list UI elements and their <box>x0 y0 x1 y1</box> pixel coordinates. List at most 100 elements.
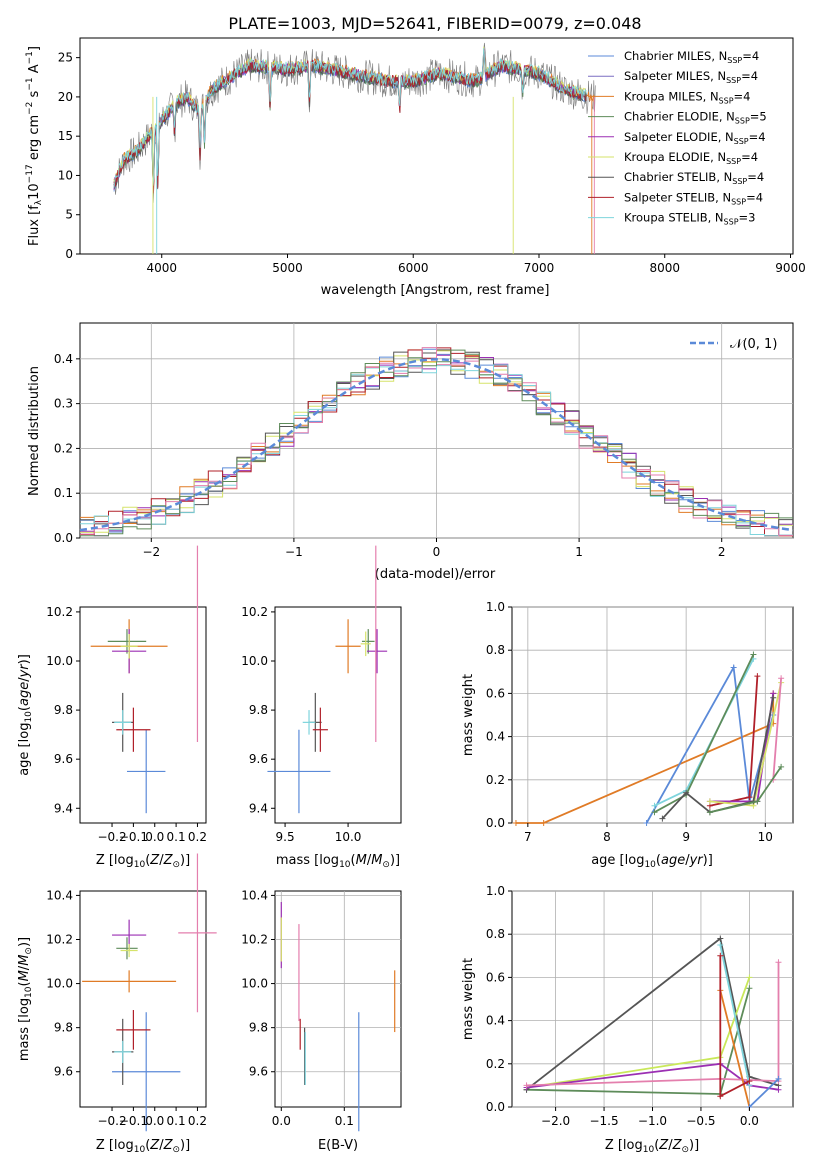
z-weight-line <box>526 977 751 1089</box>
legend-label: Salpeter ELODIE, NSSP=4 <box>624 130 766 146</box>
residual-histogram-step <box>80 347 793 536</box>
y-tick-label: 1.0 <box>486 884 505 898</box>
z-age-frame <box>79 606 207 824</box>
x-tick-label: −0.5 <box>686 1114 715 1128</box>
spectrum-lines <box>113 42 596 254</box>
age-weight-marker <box>754 673 761 680</box>
legend-label: Salpeter STELIB, NSSP=4 <box>624 190 763 206</box>
figure-title: PLATE=1003, MJD=52641, FIBERID=0079, z=0… <box>228 14 641 33</box>
x-tick-label: −0.2 <box>97 830 126 844</box>
z-weight-line <box>526 1062 779 1091</box>
x-tick-label: 4000 <box>146 261 177 275</box>
age-weight-marker <box>778 675 785 682</box>
y-tick-label: 0.1 <box>54 486 73 500</box>
age-weight-marker <box>659 815 666 822</box>
y-tick-label: 0.3 <box>54 397 73 411</box>
age-weight-marker <box>651 809 658 816</box>
z-weight-line <box>719 990 751 1108</box>
z-mass-panel: −0.2−0.10.0 0.1 0.2 9.6 9.8 10.0 10.2 10.4 Z [l… <box>17 853 217 1155</box>
age-weight-marker <box>770 694 777 701</box>
y-tick-label: 0.8 <box>486 927 505 941</box>
z-weight-marker <box>746 974 753 981</box>
age-weight-grid <box>512 606 793 824</box>
mass-age-points <box>267 545 388 814</box>
age-weight-ticks: 7 8 9 10 0.0 0.2 0.4 0.6 0.8 1.0 <box>486 600 773 844</box>
z-weight-ylabel: mass weight <box>461 958 476 1040</box>
x-tick-label: 9.5 <box>276 830 295 844</box>
x-tick-label: 2 <box>718 545 726 559</box>
legend-label: Chabrier ELODIE, NSSP=5 <box>624 110 767 126</box>
z-weight-line <box>719 944 751 1086</box>
x-tick-label: 0.2 <box>188 1114 207 1128</box>
normal-legend-label: 𝒩(0, 1) <box>730 337 777 352</box>
x-tick-label: 0.0 <box>740 1114 759 1128</box>
age-weight-marker <box>754 798 761 805</box>
z-mass-frame <box>79 890 207 1108</box>
age-weight-marker <box>512 820 519 826</box>
y-tick-label: 9.6 <box>54 1065 73 1079</box>
y-tick-label: 9.6 <box>249 752 268 766</box>
histogram-steps <box>79 347 794 537</box>
y-tick-label: 10.0 <box>241 654 268 668</box>
x-tick-label: 5000 <box>272 261 303 275</box>
histogram-panel: −2 −1 0 1 2 0.0 0.1 0.2 0.3 0.4 𝒩(0, 1) (data-mod… <box>27 322 794 582</box>
age-weight-line <box>516 693 775 824</box>
age-weight-marker <box>706 809 713 816</box>
z-weight-xlabel: Z [log10(Z/Z⊙)] <box>605 1138 699 1155</box>
y-tick-label: 0.0 <box>486 816 505 830</box>
spectrum-xlabel: wavelength [Angstrom, rest frame] <box>321 283 550 298</box>
z-weight-marker <box>775 1075 782 1082</box>
age-weight-marker <box>750 651 757 658</box>
ebv-xlabel: E(B-V) <box>318 1138 358 1153</box>
y-tick-label: 0.6 <box>486 970 505 984</box>
normal-curve <box>79 358 794 532</box>
z-mass-ylabel: mass [log10(M/M⊙)] <box>17 937 34 1061</box>
y-tick-label: 10 <box>58 168 73 182</box>
z-weight-marker <box>775 1086 782 1093</box>
legend-label: Chabrier MILES, NSSP=4 <box>624 49 759 65</box>
z-weight-marker <box>775 959 782 966</box>
histogram-ylabel: Normed distribution <box>27 366 42 496</box>
z-age-panel: −0.2−0.10.0 0.1 0.2 9.4 9.6 9.8 10.0 10.2 Z [lo… <box>17 545 207 870</box>
age-weight-marker <box>643 820 650 826</box>
z-age-xlabel: Z [log10(Z/Z⊙)] <box>96 853 190 870</box>
legend-label: Kroupa MILES, NSSP=4 <box>624 89 750 105</box>
age-weight-xlabel: age [log10(age/yr)] <box>591 853 713 870</box>
y-tick-label: 9.4 <box>54 801 73 815</box>
z-weight-line <box>748 1078 780 1108</box>
age-weight-marker <box>778 763 785 770</box>
z-age-points <box>90 545 199 814</box>
x-tick-label: 6000 <box>398 261 429 275</box>
spectrum-ticks: 4000 5000 6000 7000 8000 9000 0 5 10 15 20 25 <box>58 51 806 275</box>
legend-label: Kroupa ELODIE, NSSP=4 <box>624 150 758 166</box>
x-tick-label: 0.0 <box>145 1114 164 1128</box>
z-age-ticks: −0.2−0.10.0 0.1 0.2 9.4 9.6 9.8 10.0 10.2 <box>46 605 207 844</box>
y-tick-label: 9.6 <box>249 1065 268 1079</box>
x-tick-label: −0.1 <box>119 830 148 844</box>
age-weight-marker <box>540 820 547 826</box>
model-spectrum-line <box>113 46 587 188</box>
x-tick-label: 0.1 <box>167 1114 186 1128</box>
y-tick-label: 0.2 <box>486 773 505 787</box>
x-tick-label: −2.0 <box>541 1114 570 1128</box>
x-tick-label: 0.1 <box>335 1114 354 1128</box>
age-weight-line <box>709 682 782 807</box>
x-tick-label: −1.0 <box>638 1114 667 1128</box>
x-tick-label: 0 <box>433 545 441 559</box>
x-tick-label: 1 <box>575 545 583 559</box>
z-mass-points <box>82 853 217 1132</box>
ebv-mass-frame <box>274 890 402 1108</box>
legend-label: Kroupa STELIB, NSSP=3 <box>624 211 755 227</box>
age-weight-line <box>654 654 755 813</box>
age-weight-ylabel: mass weight <box>461 674 476 756</box>
observed-spectrum-line <box>113 42 596 203</box>
x-tick-label: 10.0 <box>335 830 362 844</box>
y-tick-label: 10.2 <box>46 932 73 946</box>
age-weight-marker <box>683 789 690 796</box>
age-weight-panel: 7 8 9 10 0.0 0.2 0.4 0.6 0.8 1.0 age [log10(age/y… <box>461 600 794 870</box>
x-tick-label: 7000 <box>524 261 555 275</box>
ebv-mass-ticks: 0.0 0.1 9.6 9.8 10.0 10.2 10.4 <box>241 888 354 1128</box>
legend-label: Salpeter MILES, NSSP=4 <box>624 69 758 85</box>
x-tick-label: 10 <box>758 830 773 844</box>
